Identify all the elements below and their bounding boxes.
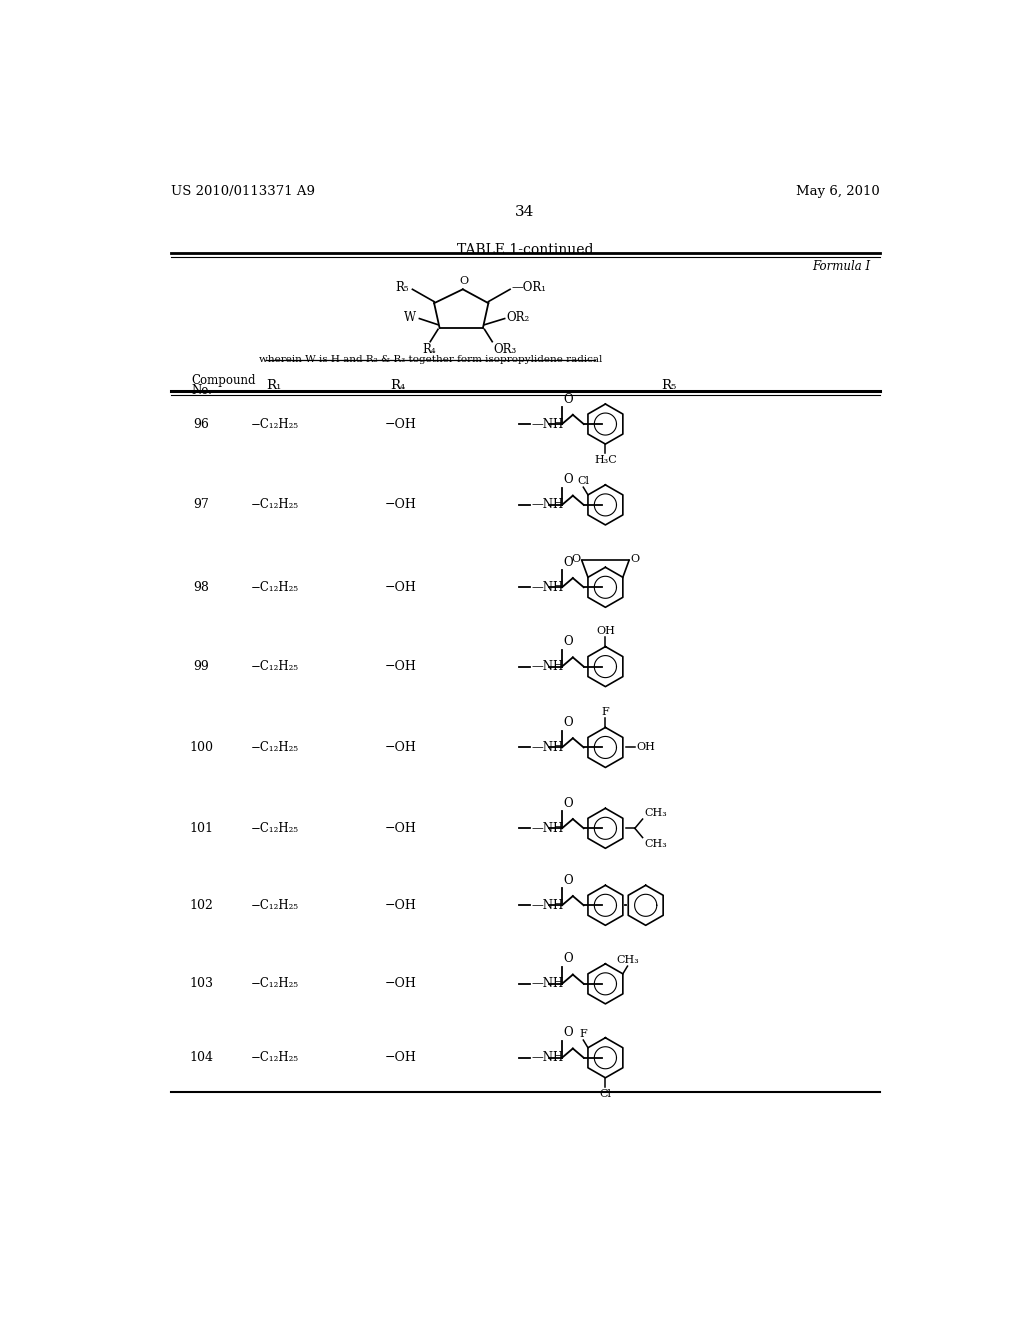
Text: −OH: −OH — [385, 741, 417, 754]
Text: R₅: R₅ — [662, 379, 677, 392]
Text: O: O — [563, 474, 573, 487]
Text: —NH: —NH — [531, 417, 564, 430]
Text: 101: 101 — [189, 822, 214, 834]
Text: R₁: R₁ — [266, 379, 282, 392]
Text: O: O — [563, 1026, 573, 1039]
Text: O: O — [563, 715, 573, 729]
Text: −OH: −OH — [385, 1051, 417, 1064]
Text: —NH: —NH — [531, 581, 564, 594]
Text: R₄: R₄ — [390, 379, 406, 392]
Text: May 6, 2010: May 6, 2010 — [796, 185, 880, 198]
Text: —NH: —NH — [531, 660, 564, 673]
Text: −C₁₂H₂₅: −C₁₂H₂₅ — [251, 822, 299, 834]
Text: −C₁₂H₂₅: −C₁₂H₂₅ — [251, 977, 299, 990]
Text: −C₁₂H₂₅: −C₁₂H₂₅ — [251, 1051, 299, 1064]
Text: O: O — [563, 874, 573, 887]
Text: O: O — [460, 276, 469, 286]
Text: −OH: −OH — [385, 581, 417, 594]
Text: O: O — [563, 797, 573, 810]
Text: CH₃: CH₃ — [616, 954, 639, 965]
Text: Compound: Compound — [191, 374, 256, 387]
Text: US 2010/0113371 A9: US 2010/0113371 A9 — [171, 185, 314, 198]
Text: OR₂: OR₂ — [506, 310, 529, 323]
Text: —NH: —NH — [531, 1051, 564, 1064]
Text: −C₁₂H₂₅: −C₁₂H₂₅ — [251, 899, 299, 912]
Text: −C₁₂H₂₅: −C₁₂H₂₅ — [251, 660, 299, 673]
Text: −C₁₂H₂₅: −C₁₂H₂₅ — [251, 499, 299, 511]
Text: No.: No. — [191, 384, 212, 397]
Text: O: O — [563, 635, 573, 648]
Text: OH: OH — [596, 626, 614, 636]
Text: Formula I: Formula I — [812, 260, 870, 273]
Text: −OH: −OH — [385, 660, 417, 673]
Text: O: O — [563, 392, 573, 405]
Text: −OH: −OH — [385, 977, 417, 990]
Text: R₄: R₄ — [422, 343, 435, 356]
Text: O: O — [571, 554, 581, 564]
Text: 100: 100 — [189, 741, 214, 754]
Text: −OH: −OH — [385, 499, 417, 511]
Text: W: W — [404, 310, 417, 323]
Text: OR₃: OR₃ — [494, 343, 517, 356]
Text: H₃C: H₃C — [594, 455, 616, 465]
Text: —OR₁: —OR₁ — [512, 281, 547, 294]
Text: F: F — [580, 1028, 587, 1039]
Text: —NH: —NH — [531, 822, 564, 834]
Text: wherein W is H and R₂ & R₃ together form isopropylidene radical: wherein W is H and R₂ & R₃ together form… — [259, 355, 602, 364]
Text: 96: 96 — [194, 417, 210, 430]
Text: F: F — [601, 706, 609, 717]
Text: 97: 97 — [194, 499, 210, 511]
Text: R₅: R₅ — [396, 281, 410, 294]
Text: −C₁₂H₂₅: −C₁₂H₂₅ — [251, 581, 299, 594]
Text: —NH: —NH — [531, 977, 564, 990]
Text: —NH: —NH — [531, 899, 564, 912]
Text: 98: 98 — [194, 581, 210, 594]
Text: Cl: Cl — [599, 1089, 611, 1098]
Text: 34: 34 — [515, 205, 535, 219]
Text: OH: OH — [636, 742, 655, 752]
Text: Cl: Cl — [578, 475, 589, 486]
Text: O: O — [631, 554, 640, 564]
Text: −C₁₂H₂₅: −C₁₂H₂₅ — [251, 417, 299, 430]
Text: −OH: −OH — [385, 899, 417, 912]
Text: −OH: −OH — [385, 822, 417, 834]
Text: —NH: —NH — [531, 499, 564, 511]
Text: O: O — [563, 952, 573, 965]
Text: —NH: —NH — [531, 741, 564, 754]
Text: CH₃: CH₃ — [644, 808, 667, 817]
Text: −C₁₂H₂₅: −C₁₂H₂₅ — [251, 741, 299, 754]
Text: TABLE 1-continued: TABLE 1-continued — [457, 243, 593, 257]
Text: O: O — [563, 556, 573, 569]
Text: 103: 103 — [189, 977, 214, 990]
Text: 104: 104 — [189, 1051, 214, 1064]
Text: 99: 99 — [194, 660, 210, 673]
Text: CH₃: CH₃ — [644, 840, 667, 849]
Text: −OH: −OH — [385, 417, 417, 430]
Text: 102: 102 — [189, 899, 214, 912]
